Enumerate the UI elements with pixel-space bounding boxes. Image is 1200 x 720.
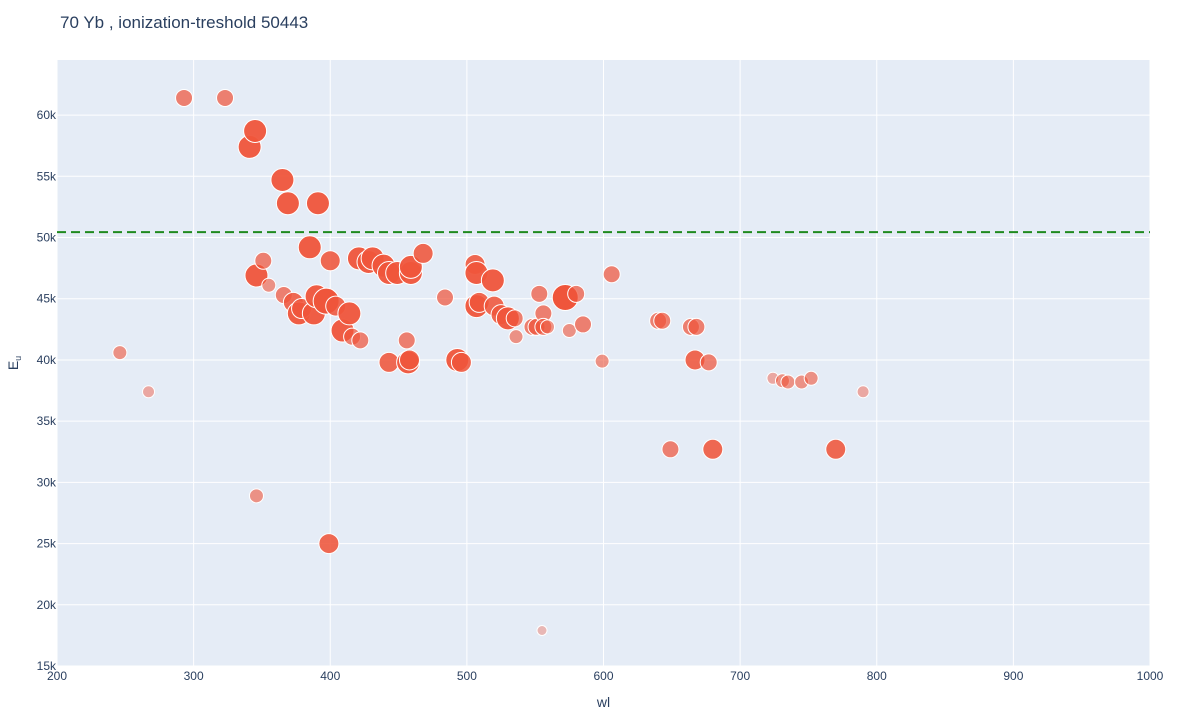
scatter-point: [261, 277, 277, 293]
y-tick-label: 60k: [37, 108, 57, 122]
scatter-point: [687, 317, 706, 336]
scatter-point: [505, 309, 524, 328]
scatter-point: [397, 331, 416, 350]
scatter-point: [112, 345, 128, 361]
scatter-point: [508, 329, 524, 345]
scatter-point: [351, 331, 370, 350]
y-tick-label: 25k: [37, 537, 57, 551]
y-tick-label: 15k: [37, 659, 57, 673]
x-tick-label: 600: [593, 669, 613, 683]
scatter-point: [803, 370, 819, 386]
scatter-point: [337, 301, 362, 326]
scatter-point: [602, 265, 621, 284]
y-axis-title-main: E: [5, 361, 21, 370]
scatter-point: [856, 385, 870, 399]
scatter-point: [270, 167, 295, 192]
scatter-point: [825, 438, 847, 460]
scatter-point: [536, 624, 548, 636]
scatter-point: [297, 235, 322, 260]
data-points: [112, 88, 870, 636]
scatter-point: [243, 119, 268, 144]
scatter-point: [574, 315, 593, 334]
y-tick-label: 35k: [37, 414, 57, 428]
x-tick-label: 200: [47, 669, 67, 683]
scatter-point: [567, 284, 586, 303]
x-tick-labels: 200 300 400 500 600 700 800 900 1000: [47, 669, 1164, 683]
x-tick-label: 900: [1003, 669, 1023, 683]
scatter-point: [318, 533, 340, 555]
scatter-point: [216, 88, 235, 107]
y-axis-title-subscript: u: [13, 356, 23, 361]
scatter-point: [661, 440, 680, 459]
scatter-point: [594, 353, 610, 369]
x-tick-label: 700: [730, 669, 750, 683]
y-tick-label: 30k: [37, 475, 57, 489]
scatter-point: [275, 191, 300, 216]
x-axis-title: wl: [596, 694, 610, 710]
x-tick-label: 800: [867, 669, 887, 683]
y-tick-label: 20k: [37, 598, 57, 612]
x-tick-label: 1000: [1137, 669, 1164, 683]
scatter-point: [539, 319, 555, 335]
scatter-point: [378, 351, 400, 373]
y-tick-label: 50k: [37, 231, 57, 245]
scatter-point: [561, 323, 577, 339]
y-axis-title: Eu: [5, 356, 23, 370]
scatter-point: [653, 311, 672, 330]
scatter-point: [702, 438, 724, 460]
chart-title: 70 Yb , ionization-treshold 50443: [60, 13, 309, 32]
y-tick-label: 55k: [37, 169, 57, 183]
scatter-point: [142, 385, 156, 399]
y-tick-label: 45k: [37, 292, 57, 306]
scatter-point: [699, 353, 718, 372]
scatter-point: [319, 250, 341, 272]
x-tick-label: 500: [457, 669, 477, 683]
scatter-point: [175, 88, 194, 107]
x-tick-label: 300: [184, 669, 204, 683]
scatter-point: [450, 351, 472, 373]
scatter-point: [398, 349, 420, 371]
scatter-point: [254, 251, 273, 270]
y-tick-label: 40k: [37, 353, 57, 367]
x-tick-label: 400: [320, 669, 340, 683]
scatter-point: [248, 488, 264, 504]
scatter-point: [480, 268, 505, 293]
scatter-point: [412, 242, 434, 264]
scatter-point: [780, 374, 796, 390]
scatter-point: [530, 284, 549, 303]
grid-lines: [56, 60, 1151, 667]
y-tick-labels: 15k 20k 25k 30k 35k 40k 45k 50k 55k 60k: [37, 108, 57, 673]
scatter-point: [305, 191, 330, 216]
scatter-point: [436, 288, 455, 307]
